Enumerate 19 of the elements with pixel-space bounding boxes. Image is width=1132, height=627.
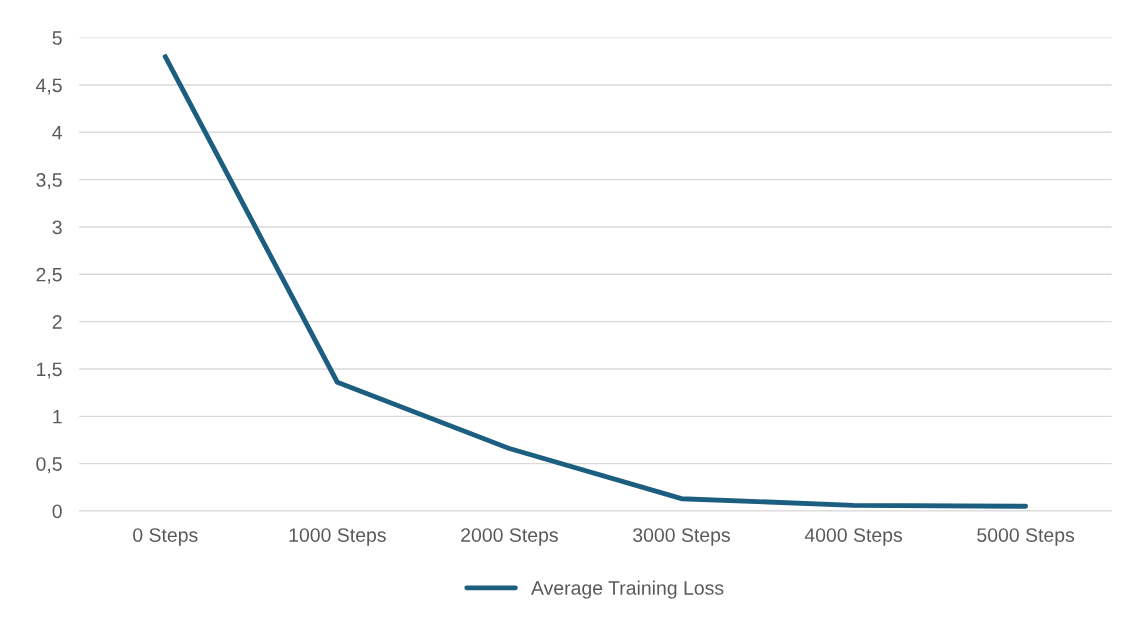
y-tick-label: 3,5 bbox=[36, 173, 62, 190]
y-tick-label: 4 bbox=[52, 125, 63, 140]
y-tick-label: 2 bbox=[52, 315, 62, 329]
y-tick-label: 5 bbox=[52, 31, 62, 45]
x-tick-label: 2000 Steps bbox=[461, 528, 558, 546]
y-tick-label: 1,5 bbox=[37, 362, 62, 379]
y-tick-label: 0 bbox=[52, 504, 62, 519]
y-tick-label: 1 bbox=[53, 410, 62, 424]
y-tick-label: 4,5 bbox=[35, 78, 62, 95]
x-tick-label: 3000 Steps bbox=[633, 528, 730, 546]
x-tick-label: 4000 Steps bbox=[804, 528, 903, 546]
y-tick-label: 0,5 bbox=[36, 457, 62, 474]
x-tick-label: 5000 Steps bbox=[977, 528, 1075, 546]
y-tick-label: 2,5 bbox=[36, 267, 62, 284]
x-tick-label: 1000 Steps bbox=[289, 528, 386, 546]
line-series bbox=[162, 54, 1029, 509]
x-tick-label: 0 Steps bbox=[133, 528, 198, 546]
legend-label: Average Training Loss bbox=[530, 580, 724, 599]
y-tick-label: 3 bbox=[52, 220, 62, 235]
